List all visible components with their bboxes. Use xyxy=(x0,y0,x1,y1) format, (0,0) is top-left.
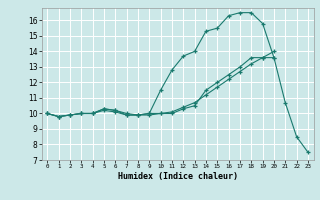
X-axis label: Humidex (Indice chaleur): Humidex (Indice chaleur) xyxy=(118,172,237,181)
